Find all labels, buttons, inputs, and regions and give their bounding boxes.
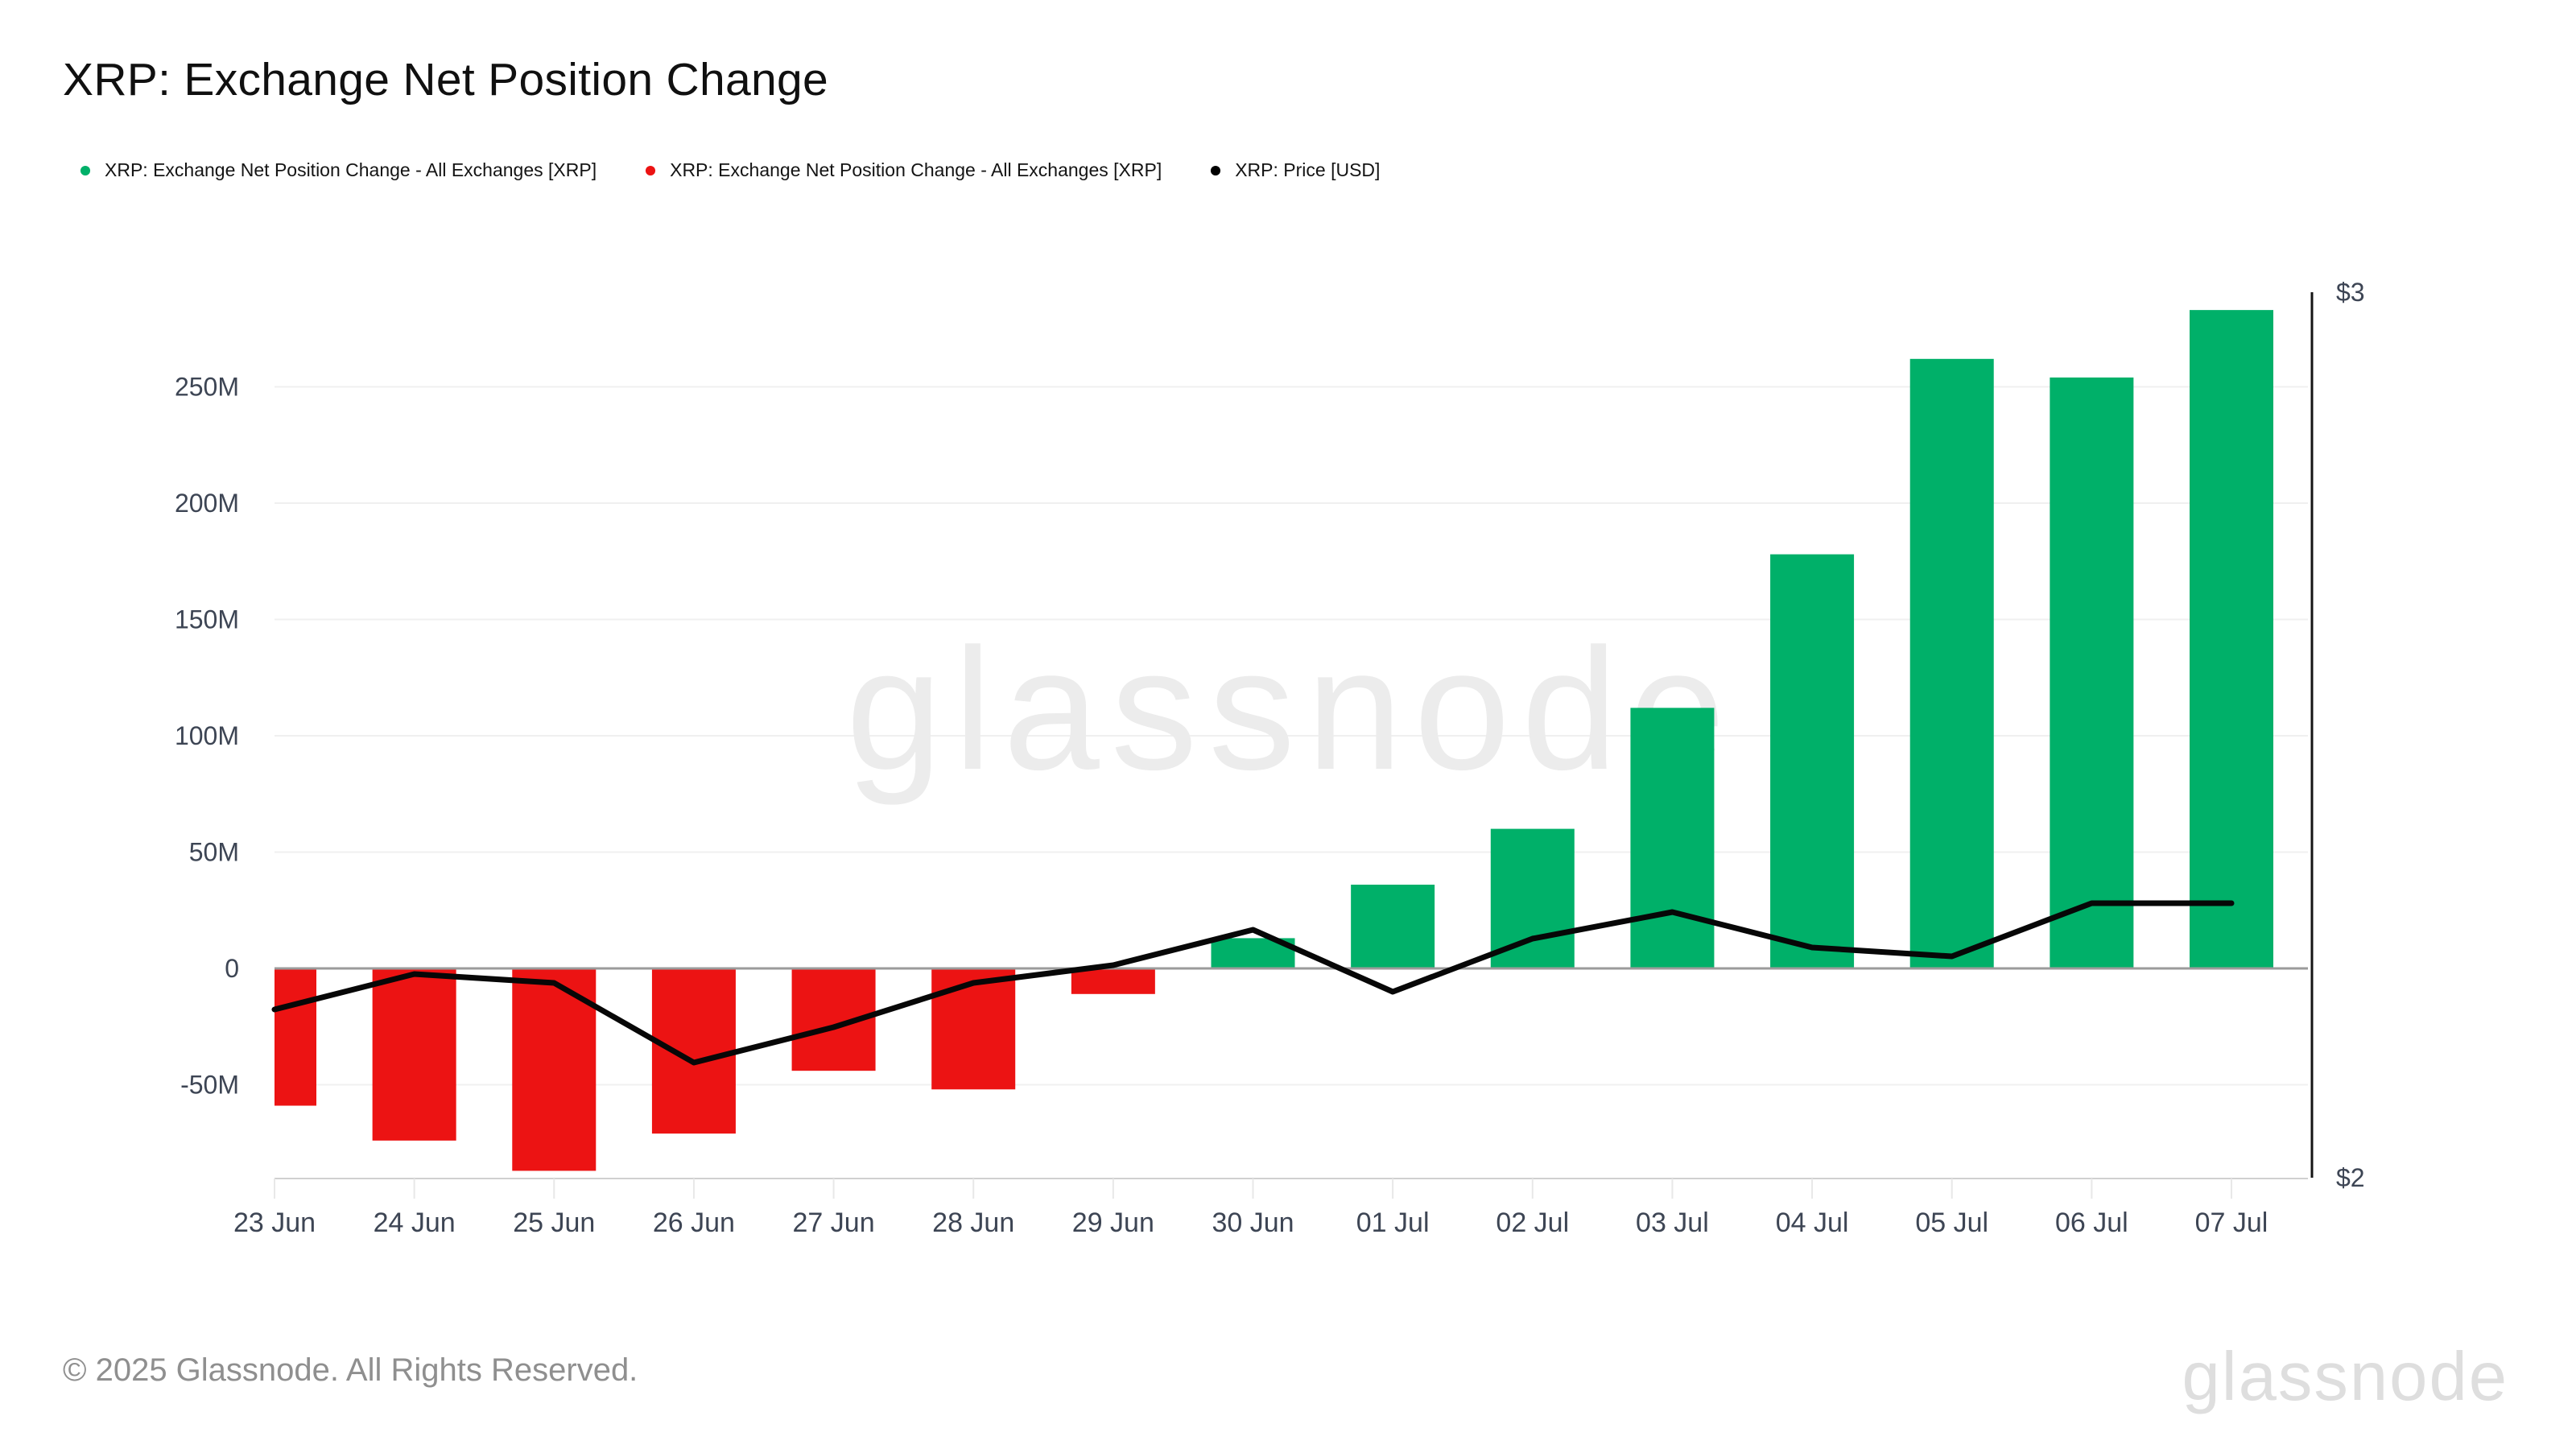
y-tick-label: 0 (225, 954, 239, 983)
bar[interactable] (372, 968, 456, 1141)
page-title: XRP: Exchange Net Position Change (63, 54, 828, 105)
x-tick-label: 06 Jul (2055, 1208, 2128, 1238)
legend-item-label: XRP: Exchange Net Position Change - All … (670, 159, 1162, 180)
bar[interactable] (1770, 554, 1855, 968)
x-tick-label: 07 Jul (2195, 1208, 2268, 1238)
bar[interactable] (931, 968, 1016, 1090)
y-tick-label: 250M (175, 373, 239, 402)
x-tick-label: 29 Jun (1072, 1208, 1154, 1238)
x-tick-label: 04 Jul (1776, 1208, 1849, 1238)
legend-item-label: XRP: Exchange Net Position Change - All … (105, 159, 597, 180)
copyright-note: © 2025 Glassnode. All Rights Reserved. (63, 1352, 638, 1388)
x-tick-label: 02 Jul (1496, 1208, 1569, 1238)
x-tick-label: 30 Jun (1212, 1208, 1294, 1238)
legend-dot-black-icon (1211, 165, 1221, 175)
plot-area[interactable] (275, 292, 2308, 1178)
legend-item-label: XRP: Price [USD] (1235, 159, 1381, 180)
legend-dot-red-icon (646, 165, 656, 175)
bar[interactable] (275, 968, 316, 1106)
x-tick-label: 24 Jun (374, 1208, 456, 1238)
y-tick-label: 50M (189, 838, 239, 867)
bar[interactable] (1909, 358, 1994, 968)
legend-dot-green-icon (80, 165, 91, 175)
y-tick-label: 150M (175, 605, 239, 634)
bar[interactable] (1351, 884, 1435, 968)
legend-item-price[interactable]: XRP: Price [USD] (1207, 159, 1380, 181)
x-tick-label: 05 Jul (1915, 1208, 1988, 1238)
x-tick-label: 25 Jun (513, 1208, 595, 1238)
price-axis-tick-label: $2 (2336, 1163, 2365, 1192)
bar[interactable] (2050, 377, 2134, 968)
y-tick-label: 200M (175, 489, 239, 518)
x-tick-label: 03 Jul (1636, 1208, 1709, 1238)
price-line[interactable] (271, 900, 2235, 1066)
bar[interactable] (1071, 968, 1155, 994)
y-tick-label: -50M (180, 1071, 239, 1100)
bar[interactable] (1490, 828, 1575, 968)
y-tick-label: 100M (175, 721, 239, 750)
x-tick-label: 23 Jun (233, 1208, 316, 1238)
bar[interactable] (651, 968, 736, 1134)
x-tick-label: 26 Jun (653, 1208, 735, 1238)
legend-item-net-position-negative[interactable]: XRP: Exchange Net Position Change - All … (642, 159, 1162, 181)
bar[interactable] (2190, 310, 2273, 968)
legend-item-net-position-positive[interactable]: XRP: Exchange Net Position Change - All … (76, 159, 597, 181)
glassnode-watermark: glassnode (846, 612, 1736, 806)
glassnode-logo: glassnode (2182, 1339, 2508, 1415)
x-tick-label: 27 Jun (793, 1208, 875, 1238)
chart-legend: XRP: Exchange Net Position Change - All … (76, 159, 1380, 181)
bar[interactable] (512, 968, 597, 1171)
x-tick-label: 01 Jul (1356, 1208, 1430, 1238)
price-axis-tick-label: $3 (2336, 278, 2365, 307)
x-tick-label: 28 Jun (932, 1208, 1014, 1238)
bar[interactable] (1630, 708, 1715, 968)
